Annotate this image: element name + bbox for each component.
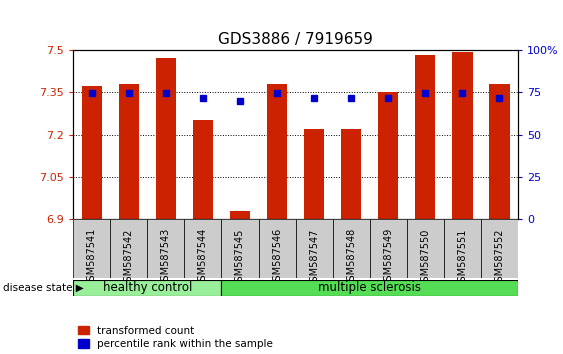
Text: healthy control: healthy control bbox=[102, 281, 192, 294]
Text: GSM587546: GSM587546 bbox=[272, 228, 282, 287]
Bar bbox=[444, 219, 481, 278]
Text: GSM587543: GSM587543 bbox=[161, 228, 171, 287]
Text: disease state ▶: disease state ▶ bbox=[3, 282, 83, 293]
Bar bbox=[341, 129, 361, 219]
Bar bbox=[370, 219, 406, 278]
Bar bbox=[258, 219, 296, 278]
Text: GSM587545: GSM587545 bbox=[235, 228, 245, 287]
Bar bbox=[221, 280, 518, 296]
Bar bbox=[119, 84, 139, 219]
Text: GSM587549: GSM587549 bbox=[383, 228, 393, 287]
Bar bbox=[267, 84, 287, 219]
Title: GDS3886 / 7919659: GDS3886 / 7919659 bbox=[218, 32, 373, 47]
Text: GSM587551: GSM587551 bbox=[457, 228, 467, 287]
Text: multiple sclerosis: multiple sclerosis bbox=[318, 281, 421, 294]
Bar bbox=[221, 219, 258, 278]
Bar bbox=[481, 219, 518, 278]
Bar bbox=[148, 219, 185, 278]
Text: GSM587548: GSM587548 bbox=[346, 228, 356, 287]
Bar bbox=[304, 129, 324, 219]
Bar bbox=[230, 211, 250, 219]
Text: GSM587542: GSM587542 bbox=[124, 228, 134, 287]
Bar bbox=[489, 84, 510, 219]
Bar bbox=[378, 92, 399, 219]
Text: GSM587552: GSM587552 bbox=[494, 228, 504, 288]
Bar bbox=[406, 219, 444, 278]
Bar bbox=[185, 219, 221, 278]
Bar bbox=[73, 219, 110, 278]
Bar bbox=[73, 280, 221, 296]
Text: GSM587547: GSM587547 bbox=[309, 228, 319, 287]
Text: GSM587550: GSM587550 bbox=[421, 228, 430, 287]
Bar bbox=[333, 219, 370, 278]
Legend: transformed count, percentile rank within the sample: transformed count, percentile rank withi… bbox=[78, 326, 273, 349]
Bar bbox=[82, 86, 102, 219]
Text: GSM587544: GSM587544 bbox=[198, 228, 208, 287]
Bar bbox=[155, 58, 176, 219]
Bar bbox=[193, 120, 213, 219]
Text: GSM587541: GSM587541 bbox=[87, 228, 97, 287]
Bar bbox=[415, 55, 436, 219]
Bar bbox=[452, 52, 472, 219]
Bar bbox=[110, 219, 148, 278]
Bar bbox=[296, 219, 333, 278]
